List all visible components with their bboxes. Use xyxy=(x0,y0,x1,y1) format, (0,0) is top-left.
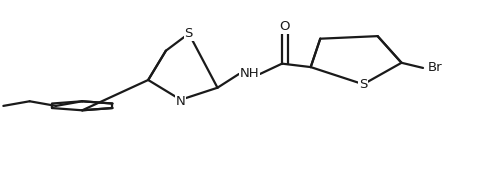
Text: N: N xyxy=(176,95,185,108)
Text: O: O xyxy=(280,20,290,33)
Text: NH: NH xyxy=(239,67,260,80)
Text: S: S xyxy=(359,78,368,91)
Text: S: S xyxy=(185,27,193,40)
Text: Br: Br xyxy=(428,61,442,74)
